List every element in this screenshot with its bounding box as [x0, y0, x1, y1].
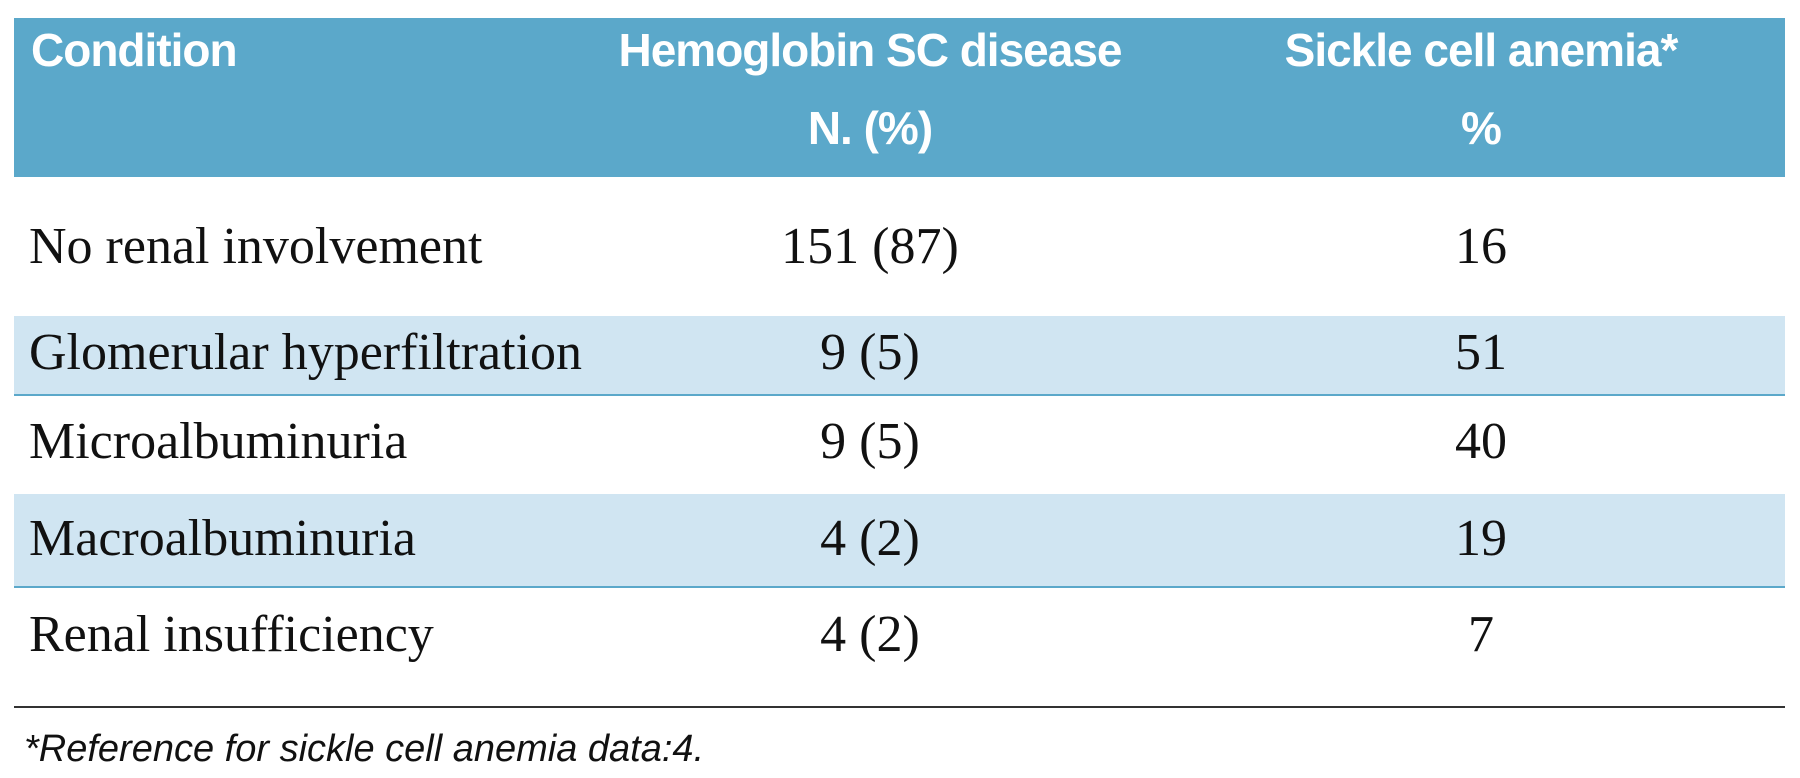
row-band — [14, 316, 1785, 396]
table-cell: 51 — [1455, 324, 1507, 381]
footnote: *Reference for sickle cell anemia data:4… — [24, 728, 705, 770]
table-cell: 40 — [1455, 413, 1507, 470]
table-cell: No renal involvement — [29, 218, 483, 275]
table-cell: 151 (87) — [781, 218, 959, 275]
header-cell: Hemoglobin SC disease — [618, 24, 1122, 76]
header-cell: N. (%) — [807, 102, 933, 154]
table-cell: 9 (5) — [820, 324, 920, 381]
table-cell: 16 — [1455, 218, 1507, 275]
bottom-rule — [14, 706, 1785, 708]
row-band — [14, 494, 1785, 588]
header-cell: Sickle cell anemia* — [1284, 24, 1679, 76]
header-cell: % — [1461, 102, 1502, 154]
table-cell: Renal insufficiency — [29, 606, 434, 663]
header-background — [14, 18, 1785, 177]
table-cell: 19 — [1455, 510, 1507, 567]
table-cell: 9 (5) — [820, 413, 920, 470]
table-cell: 7 — [1468, 606, 1494, 663]
table-cell: Microalbuminuria — [29, 413, 408, 470]
table-cell: 4 (2) — [820, 606, 920, 663]
table-cell: Glomerular hyperfiltration — [29, 324, 583, 381]
table-cell: 4 (2) — [820, 510, 920, 567]
header-cell: Condition — [31, 24, 238, 76]
table-cell: Macroalbuminuria — [29, 510, 416, 567]
